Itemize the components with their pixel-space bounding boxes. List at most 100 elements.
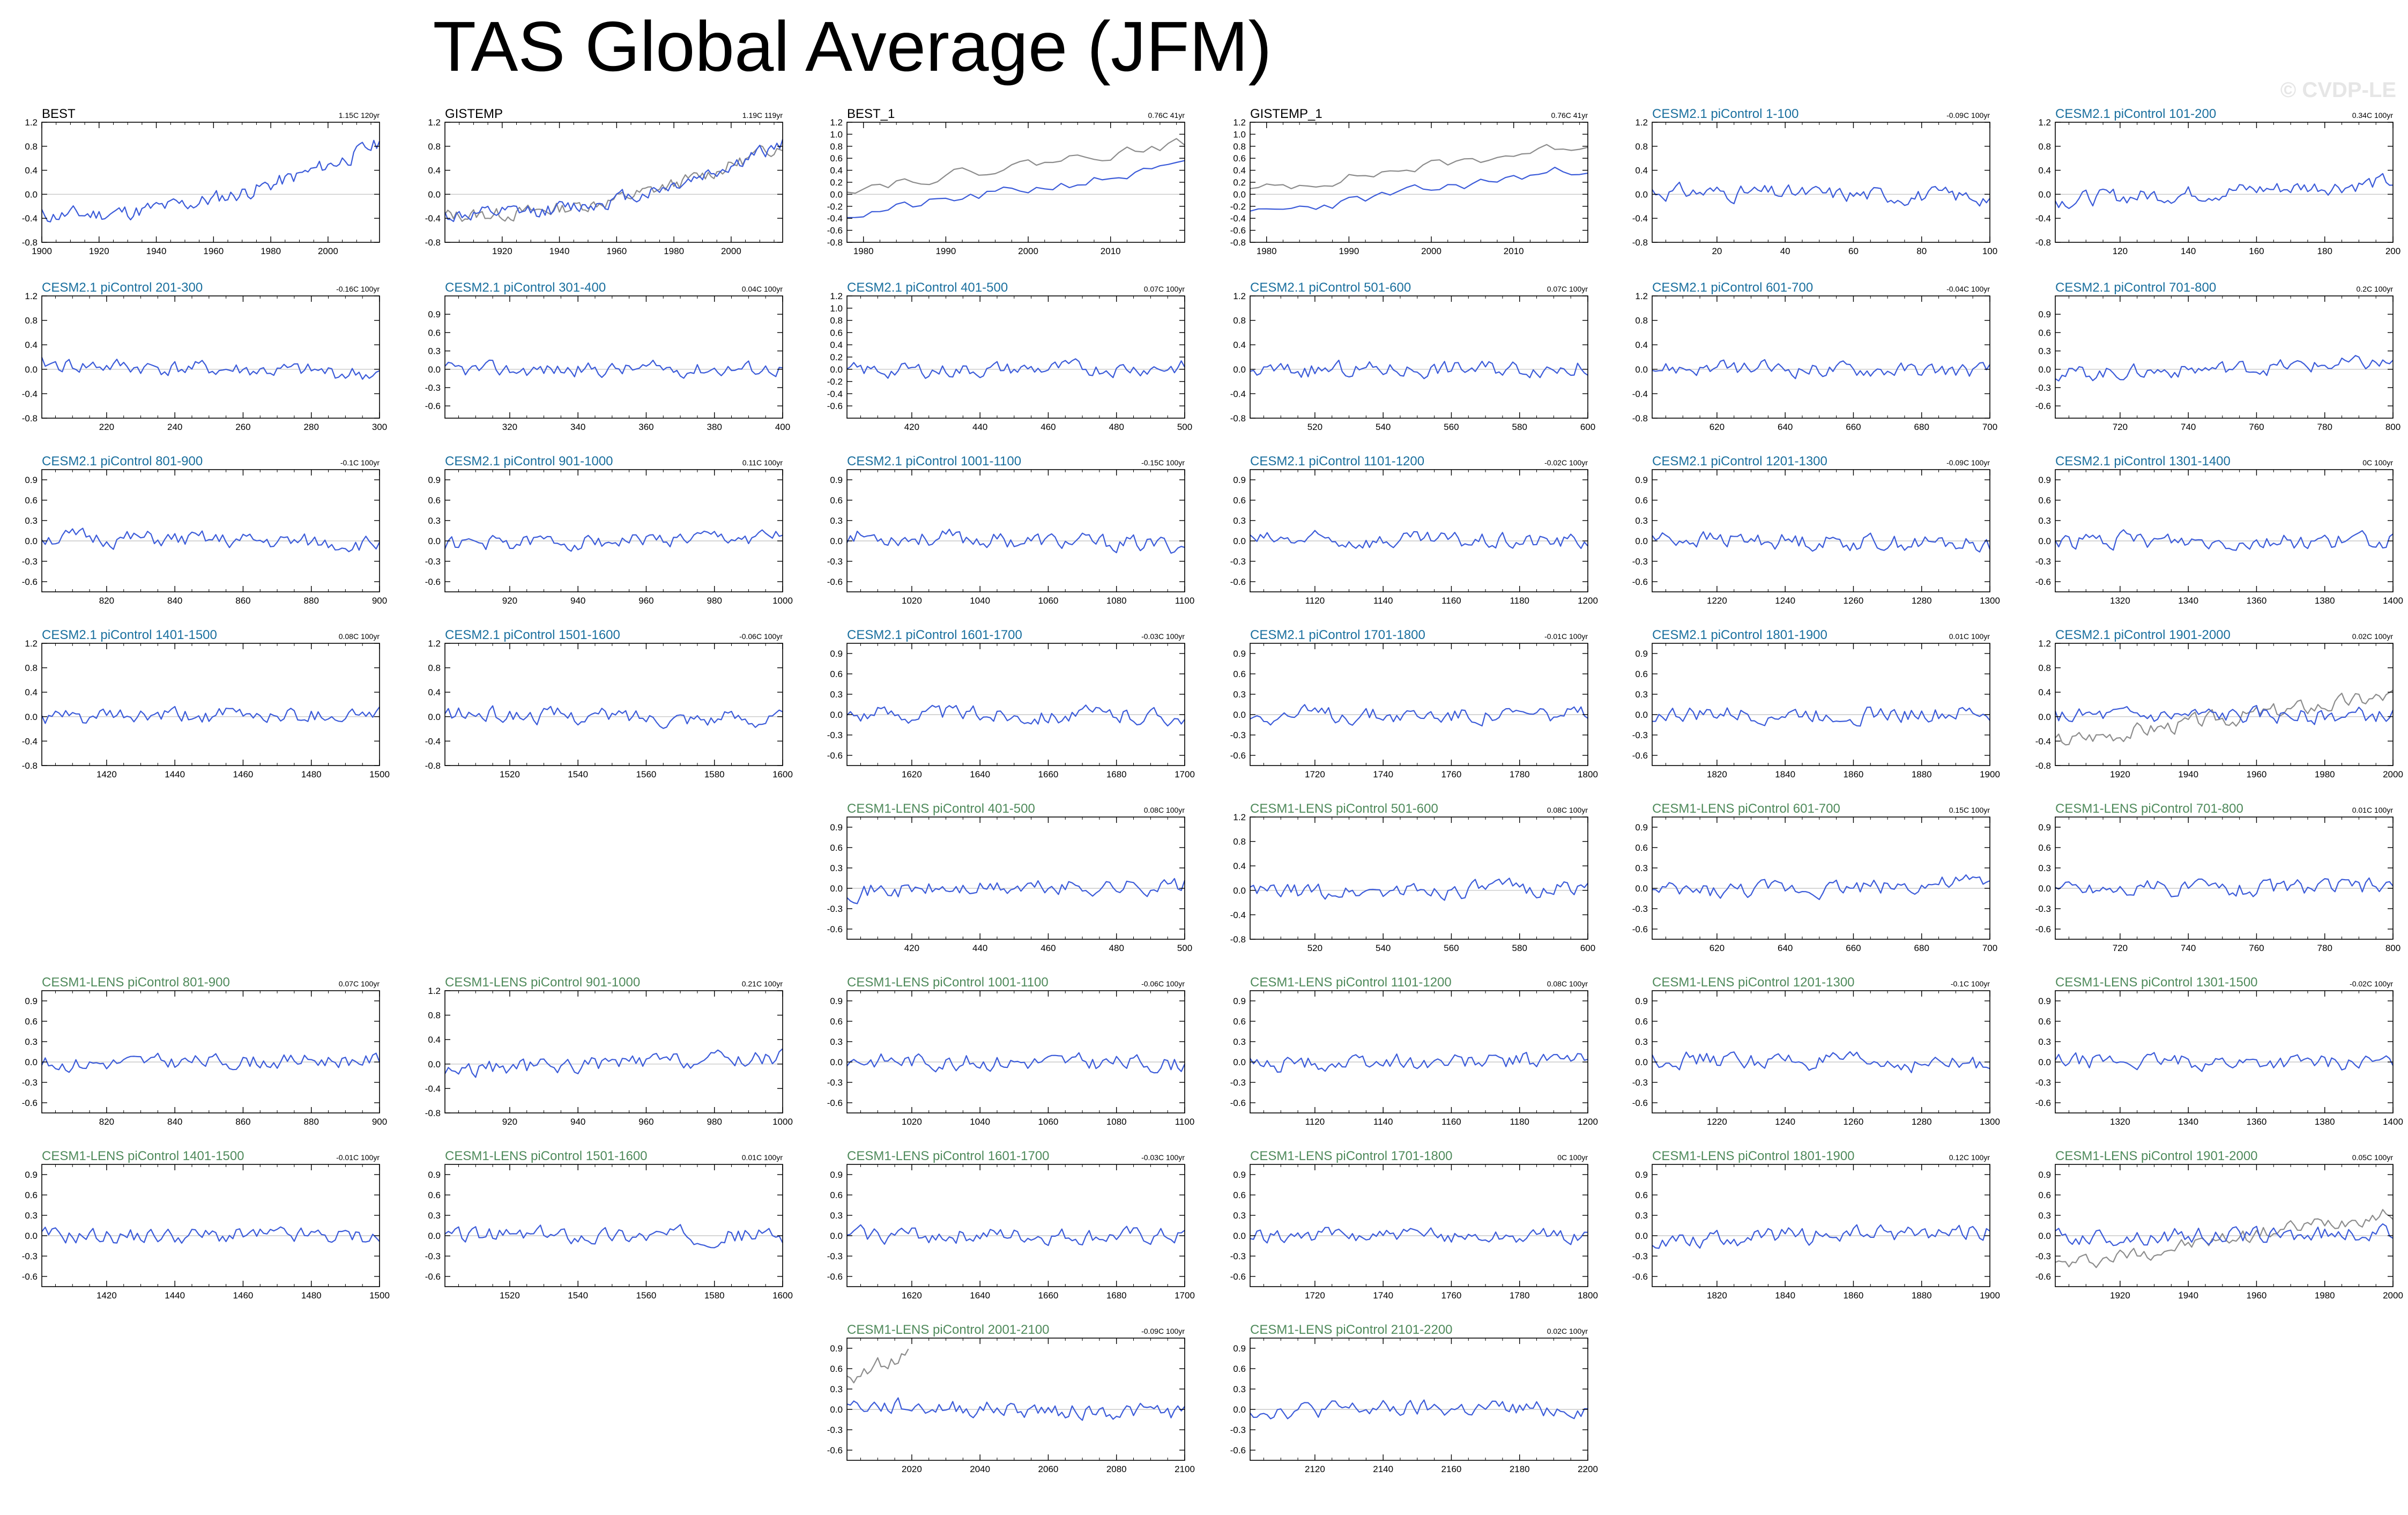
y-tick-label: -0.6 [22, 577, 38, 587]
plot-frame [1250, 1164, 1588, 1287]
panel-41: CESM1-LENS piControl 2101-2200 0.02C 100y… [1230, 1323, 1598, 1474]
y-tick-label: 0.0 [1233, 189, 1246, 199]
y-tick-label: 0.6 [830, 1364, 843, 1374]
panel-18: CESM2.1 piControl 1401-1500 0.08C 100yr 14… [22, 628, 390, 779]
y-tick-label: -0.2 [827, 377, 843, 387]
primary-series-line [1250, 167, 1588, 212]
y-tick-label: -0.3 [1632, 1078, 1648, 1088]
y-tick-label: 0.4 [25, 340, 38, 350]
x-tick-label: 1120 [1305, 596, 1325, 606]
y-tick-label: 0.0 [830, 189, 843, 199]
x-tick-label: 1600 [772, 1290, 793, 1301]
panel-trend-label: -0.1C 100yr [340, 458, 380, 467]
y-tick-label: 1.2 [1233, 291, 1246, 301]
x-tick-label: 620 [1710, 422, 1725, 432]
x-tick-label: 1500 [369, 769, 390, 779]
y-tick-label: -0.6 [1632, 1272, 1648, 1282]
panel-15: CESM2.1 piControl 1101-1200 -0.02C 100yr 1… [1230, 454, 1598, 606]
x-tick-label: 1140 [1373, 596, 1393, 606]
x-tick-label: 2140 [1373, 1464, 1393, 1474]
panel-7: CESM2.1 piControl 301-400 0.04C 100yr 320 3… [425, 280, 790, 432]
y-tick-label: -0.6 [827, 1098, 843, 1108]
secondary-series-line [1250, 144, 1588, 189]
y-tick-label: -0.8 [1230, 934, 1246, 945]
y-tick-label: 1.2 [428, 638, 441, 649]
panel-trend-label: 0C 100yr [2362, 458, 2393, 467]
panel-trend-label: -0.15C 100yr [1141, 458, 1185, 467]
panel-title: CESM2.1 piControl 201-300 [42, 280, 203, 295]
x-tick-label: 1860 [1844, 769, 1864, 779]
x-tick-label: 1900 [1980, 769, 2000, 779]
plot-frame [1652, 295, 1990, 419]
panel-trend-label: 0.04C 100yr [742, 285, 783, 293]
panel-trend-label: -0.01C 100yr [336, 1153, 380, 1162]
x-tick-label: 300 [372, 422, 387, 432]
plot-frame [846, 122, 1185, 243]
y-tick-label: 0.8 [25, 663, 38, 673]
panel-title: CESM1-LENS piControl 1901-2000 [2055, 1149, 2258, 1163]
primary-series-line [444, 1048, 783, 1078]
x-tick-label: 1560 [636, 1290, 657, 1301]
x-tick-label: 940 [570, 1117, 585, 1127]
x-tick-label: 1990 [935, 246, 956, 256]
plot-frame [41, 122, 380, 243]
panel-0: BEST 1.15C 120yr 1900 1920 1940 1960 1980 2000 -… [22, 107, 381, 256]
x-tick-label: 1040 [970, 596, 990, 606]
y-tick-label: 1.2 [25, 291, 38, 301]
y-tick-label: 0.6 [428, 495, 441, 506]
x-tick-label: 680 [1914, 422, 1929, 432]
panel-trend-label: 0.34C 100yr [2352, 111, 2394, 120]
y-tick-label: -0.4 [425, 736, 441, 746]
x-tick-label: 100 [1982, 246, 1997, 256]
panel-32: CESM1-LENS piControl 1201-1300 -0.1C 100y… [1632, 975, 2000, 1127]
y-tick-label: -0.3 [827, 730, 843, 740]
y-tick-label: -0.8 [827, 237, 843, 248]
y-tick-label: 0.0 [25, 189, 38, 199]
y-tick-label: 0.6 [1233, 1364, 1246, 1374]
x-tick-label: 820 [99, 1117, 114, 1127]
panel-26: CESM1-LENS piControl 601-700 0.15C 100yr 6… [1632, 801, 1997, 953]
primary-series-line [1652, 181, 1990, 207]
x-tick-label: 160 [2249, 246, 2264, 256]
watermark: © CVDP-LE [2280, 78, 2396, 102]
x-tick-label: 2100 [1175, 1464, 1195, 1474]
x-tick-label: 600 [1580, 422, 1595, 432]
y-tick-label: 0.6 [1233, 1190, 1246, 1200]
x-tick-label: 1500 [369, 1290, 390, 1301]
y-tick-label: -0.3 [1230, 1078, 1246, 1088]
y-tick-label: -0.3 [1632, 904, 1648, 914]
x-tick-label: 720 [2113, 943, 2128, 953]
x-tick-label: 1060 [1038, 596, 1059, 606]
y-tick-label: 0.4 [428, 166, 441, 176]
y-tick-label: -0.6 [827, 924, 843, 934]
panel-title: BEST [42, 107, 76, 121]
panel-title: GISTEMP_1 [1250, 107, 1322, 121]
y-tick-label: 0.0 [830, 365, 843, 375]
panel-title: CESM1-LENS piControl 1101-1200 [1250, 975, 1452, 990]
primary-series-line [1652, 707, 1990, 727]
x-tick-label: 1600 [772, 769, 793, 779]
panel-title: CESM2.1 piControl 1101-1200 [1250, 454, 1424, 469]
y-tick-label: 0.0 [25, 1057, 38, 1067]
panel-37: CESM1-LENS piControl 1701-1800 0C 100yr 17… [1230, 1149, 1598, 1301]
x-tick-label: 500 [1177, 422, 1192, 432]
panel-title: CESM2.1 piControl 901-1000 [445, 454, 613, 469]
primary-series-line [1652, 1051, 1990, 1073]
y-tick-label: 0.9 [1233, 1343, 1246, 1354]
y-tick-label: -0.6 [2035, 1272, 2051, 1282]
plot-frame [2055, 122, 2394, 243]
x-tick-label: 1320 [2110, 596, 2130, 606]
panel-title: CESM2.1 piControl 1301-1400 [2055, 454, 2231, 469]
y-tick-label: 0.0 [2038, 712, 2051, 722]
x-tick-label: 40 [1780, 246, 1790, 256]
primary-series-line [41, 1226, 380, 1244]
y-tick-label: 0.0 [830, 1057, 843, 1067]
y-tick-label: 0.0 [1233, 365, 1246, 375]
panel-trend-label: 0.2C 100yr [2357, 285, 2394, 293]
secondary-series-line [444, 145, 783, 222]
panel-24: CESM1-LENS piControl 401-500 0.08C 100yr 4… [827, 801, 1192, 953]
x-tick-label: 1020 [902, 596, 922, 606]
panel-5: CESM2.1 piControl 101-200 0.34C 100yr 120 1… [2035, 107, 2400, 256]
